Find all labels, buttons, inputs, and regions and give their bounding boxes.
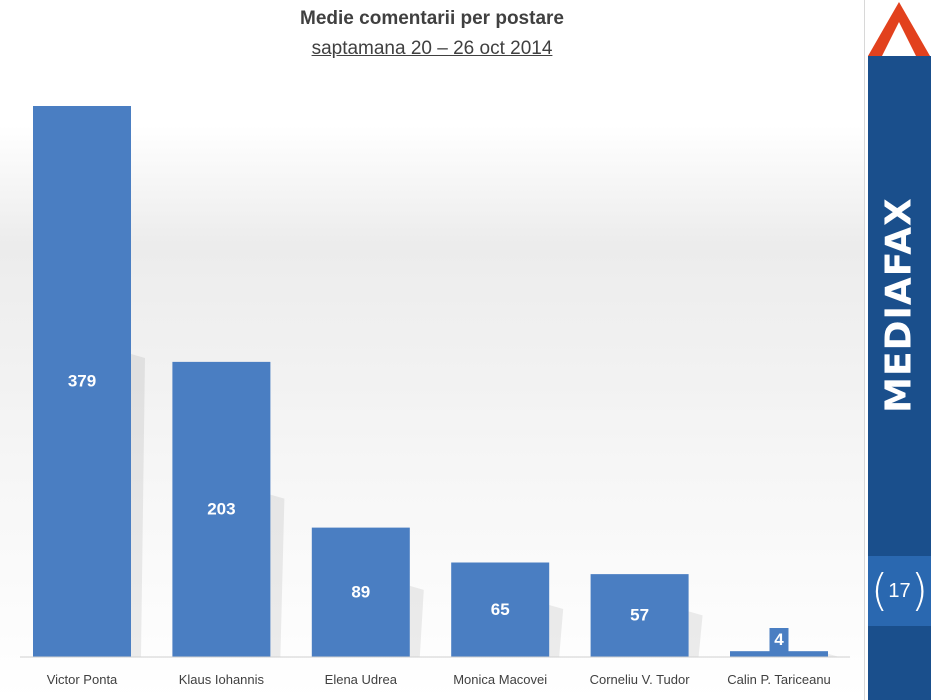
- data-label-background: [61, 369, 103, 394]
- brand-name: MEDIAFAX: [878, 197, 920, 413]
- category-label: Klaus Iohannis: [179, 672, 265, 687]
- category-label: Victor Ponta: [47, 672, 118, 687]
- data-label: 4: [774, 630, 784, 649]
- bar-shadow: [409, 585, 424, 657]
- bar-chart: 379 Victor Ponta 203 Klaus Iohannis 89 Elena …: [20, 106, 850, 687]
- logo-triangle-icon: [868, 2, 931, 65]
- data-label: 203: [207, 499, 235, 518]
- chart-title: Medie comentarii per postare: [300, 8, 564, 29]
- category-label: Corneliu V. Tudor: [590, 672, 691, 687]
- bar-shadow: [549, 605, 564, 657]
- page-number-badge: ( 17 ): [868, 556, 931, 626]
- data-label: 57: [630, 606, 649, 625]
- bar: [730, 651, 828, 657]
- left-bracket-icon: (: [871, 565, 889, 616]
- data-label-background: [769, 628, 789, 652]
- data-label-background: [624, 603, 655, 628]
- right-bracket-icon: ): [910, 565, 928, 616]
- data-label: 89: [351, 582, 370, 601]
- chart-subtitle: saptamana 20 – 26 oct 2014: [311, 38, 553, 59]
- category-label: Calin P. Tariceanu: [727, 672, 831, 687]
- chart-slide: Medie comentarii per postare saptamana 2…: [0, 0, 865, 700]
- data-label: 65: [491, 600, 510, 619]
- category-label: Monica Macovei: [453, 672, 547, 687]
- page-number: 17: [888, 580, 911, 602]
- mediafax-logo: [868, 0, 931, 65]
- data-label-background: [485, 597, 516, 622]
- bar-shadow: [688, 611, 703, 657]
- bar-shadow: [131, 353, 145, 657]
- data-label-background: [345, 580, 376, 605]
- data-label-background: [200, 497, 242, 522]
- bar-shadow: [270, 494, 285, 657]
- mediafax-sidebar: MEDIAFAX ( 17 ): [868, 0, 931, 700]
- category-label: Elena Udrea: [325, 672, 398, 687]
- data-label: 379: [68, 372, 96, 391]
